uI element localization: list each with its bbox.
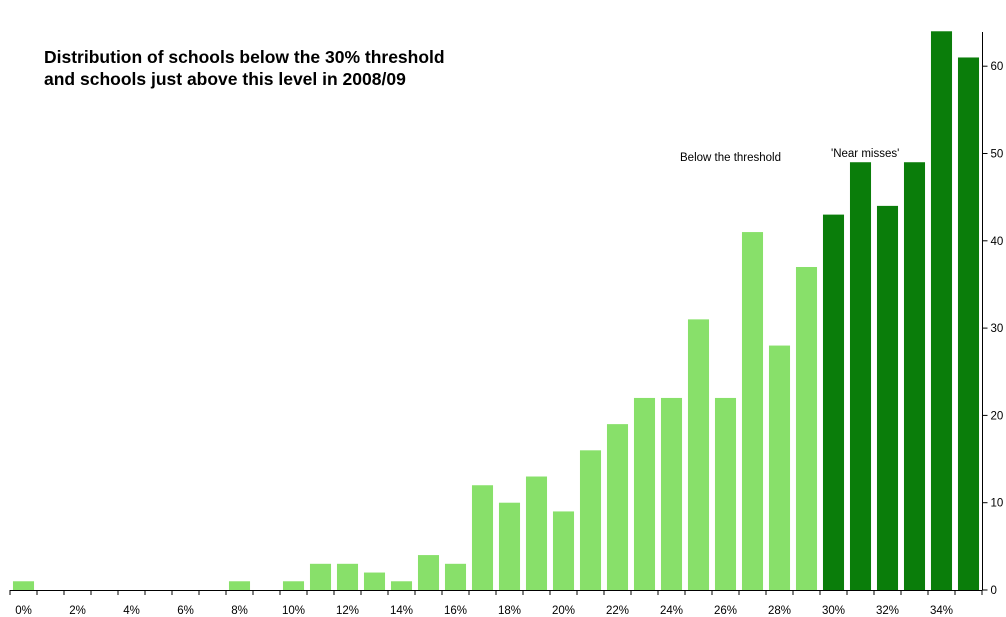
bar-25% [687,319,710,590]
bar-17% [471,485,494,590]
x-tick-label: 14% [390,605,413,617]
x-tick-label: 2% [69,605,86,617]
x-tick-label: 20% [552,605,575,617]
bars-group [12,31,980,591]
bar-27% [741,232,764,590]
y-tick-label: 50 [991,149,1004,161]
chart-title-line-2: and schools just above this level in 200… [44,69,406,89]
bar-26% [714,397,737,590]
y-axis: 0 10 20 30 40 50 60 [982,32,1004,597]
chart-title-line-1: Distribution of schools below the 30% th… [44,47,445,67]
annotation-near-misses: 'Near misses' [831,148,900,160]
bar-10% [282,581,305,590]
bar-22% [606,424,629,590]
x-tick-label: 34% [930,605,953,617]
bar-14% [390,581,413,590]
x-tick-label: 26% [714,605,737,617]
bar-32% [876,205,899,590]
x-tick-label: 30% [822,605,845,617]
bar-23% [633,397,656,590]
bar-28% [768,345,791,590]
y-tick-label: 0 [991,585,997,597]
x-tick-label: 16% [444,605,467,617]
x-tick-label: 12% [336,605,359,617]
bar-15% [417,555,440,590]
y-tick-label: 30 [991,323,1004,335]
bar-13% [363,572,386,590]
bar-33% [903,162,926,591]
chart-title: Distribution of schools below the 30% th… [44,46,445,90]
x-tick-label: 22% [606,605,629,617]
x-axis: 0% 2% 4% 6% 8% 10% 12% 14% 16% 18% 20% 22% 24% 26% 28%… [9,590,983,617]
bar-18% [498,502,521,590]
x-tick-label: 10% [282,605,305,617]
x-tick-label: 8% [231,605,248,617]
bar-20% [552,511,575,590]
bar-29% [795,266,818,590]
bar-12% [336,563,359,590]
x-tick-label: 4% [123,605,140,617]
x-tick-label: 0% [15,605,32,617]
x-tick-label: 6% [177,605,194,617]
x-tick-label: 28% [768,605,791,617]
bar-24% [660,397,683,590]
bar-21% [579,450,602,590]
bar-19% [525,476,548,590]
x-tick-label: 32% [876,605,899,617]
y-tick-label: 10 [991,498,1004,510]
y-tick-label: 60 [991,61,1004,73]
bar-16% [444,563,467,590]
y-tick-label: 20 [991,410,1004,422]
bar-11% [309,563,332,590]
annotation-below-threshold: Below the threshold [680,152,782,164]
bar-34% [930,31,953,590]
bar-30% [822,214,845,591]
bar-0% [12,581,35,590]
x-tick-label: 18% [498,605,521,617]
x-tick-label: 24% [660,605,683,617]
y-tick-label: 40 [991,236,1004,248]
bar-31% [849,162,872,591]
bar-35% [957,57,980,591]
bar-8% [228,581,251,590]
